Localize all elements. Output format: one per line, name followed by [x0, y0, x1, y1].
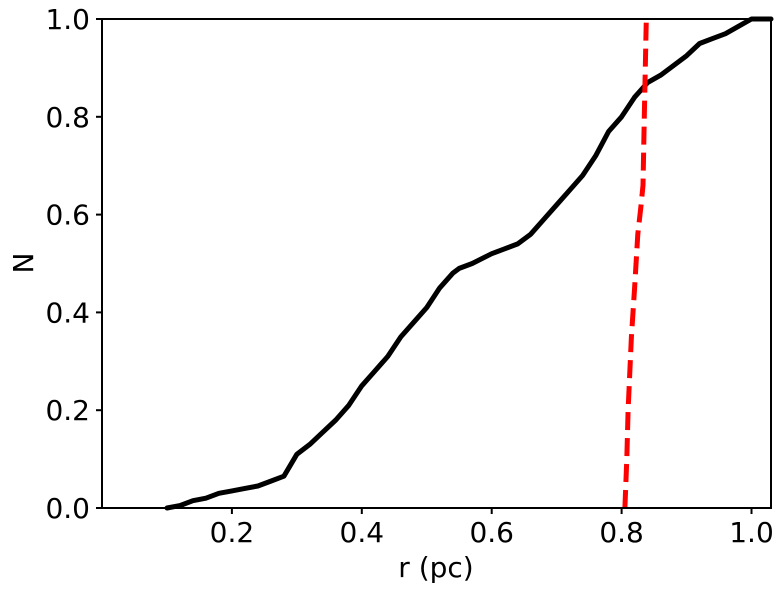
- y-tick-label: 0.0: [45, 492, 90, 525]
- y-tick-label: 0.6: [45, 199, 90, 232]
- x-tick-label: 1.0: [729, 516, 774, 549]
- y-tick-label: 0.8: [45, 101, 90, 134]
- x-tick-label: 0.2: [210, 516, 255, 549]
- x-tick-label: 0.4: [340, 516, 385, 549]
- series-line-1: [622, 18, 649, 509]
- y-tick-label: 0.4: [45, 296, 90, 329]
- y-tick-label: 0.2: [45, 394, 90, 427]
- y-tick-label: 1.0: [45, 3, 90, 36]
- y-axis-label: N: [7, 253, 40, 274]
- y-axis-ticks: 0.0 0.2 0.4 0.6 0.8 1.0: [45, 3, 102, 525]
- x-axis-ticks: 0.2 0.4 0.6 0.8 1.0: [210, 508, 774, 549]
- series-line-0: [164, 16, 774, 511]
- plot-frame: [101, 18, 772, 509]
- x-tick-label: 0.8: [599, 516, 644, 549]
- x-tick-label: 0.6: [469, 516, 514, 549]
- series-layer: [164, 16, 774, 511]
- x-axis-label: r (pc): [398, 551, 473, 584]
